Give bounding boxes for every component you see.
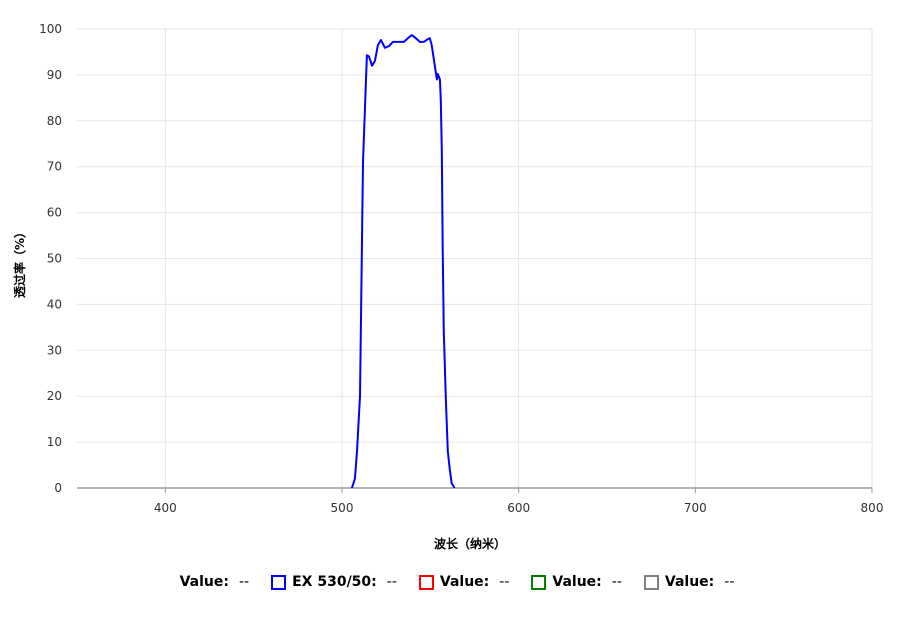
legend-item[interactable]: Value: -- xyxy=(418,574,510,590)
y-tick-label: 40 xyxy=(47,297,62,311)
legend-label: Value: xyxy=(439,574,490,590)
y-tick-label: 80 xyxy=(47,114,62,128)
legend-value: -- xyxy=(499,574,510,590)
legend-label: Value: xyxy=(179,574,229,590)
y-tick-label: 90 xyxy=(47,68,62,82)
legend-value: -- xyxy=(611,574,622,590)
legend-item[interactable]: Value: -- xyxy=(180,574,250,590)
legend-label: Value: xyxy=(664,574,715,590)
y-axis-label: 透过率（%） xyxy=(12,226,27,298)
x-tick-label: 800 xyxy=(861,501,884,515)
legend-swatch xyxy=(418,574,434,590)
x-tick-label: 600 xyxy=(507,501,530,515)
y-tick-label: 50 xyxy=(47,252,62,266)
y-tick-label: 20 xyxy=(47,389,62,403)
legend-item[interactable]: EX 530/50: -- xyxy=(271,574,397,590)
legend-swatch xyxy=(531,574,547,590)
y-tick-label: 70 xyxy=(47,160,62,174)
y-tick-label: 0 xyxy=(54,481,62,495)
x-tick-label: 500 xyxy=(331,501,354,515)
x-tick-label: 700 xyxy=(684,501,707,515)
y-tick-label: 100 xyxy=(39,22,62,36)
legend-item[interactable]: Value: -- xyxy=(531,574,622,590)
legend-label: Value: xyxy=(552,574,602,590)
legend-label: EX 530/50: xyxy=(292,574,377,590)
y-tick-label: 60 xyxy=(47,206,62,220)
legend-value: -- xyxy=(239,574,250,590)
y-tick-label: 30 xyxy=(47,343,62,357)
legend-value: -- xyxy=(724,574,735,590)
x-axis-label: 波长（纳米） xyxy=(434,536,506,551)
legend: Value: -- EX 530/50: -- Value: -- Value: -- Valu… xyxy=(0,574,914,590)
y-tick-label: 10 xyxy=(47,435,62,449)
legend-swatch xyxy=(643,574,659,590)
legend-swatch xyxy=(271,574,287,590)
x-tick-label: 400 xyxy=(154,501,177,515)
series-line-ex-530-50 xyxy=(350,34,456,489)
legend-value: -- xyxy=(386,574,397,590)
legend-item[interactable]: Value: -- xyxy=(643,574,735,590)
